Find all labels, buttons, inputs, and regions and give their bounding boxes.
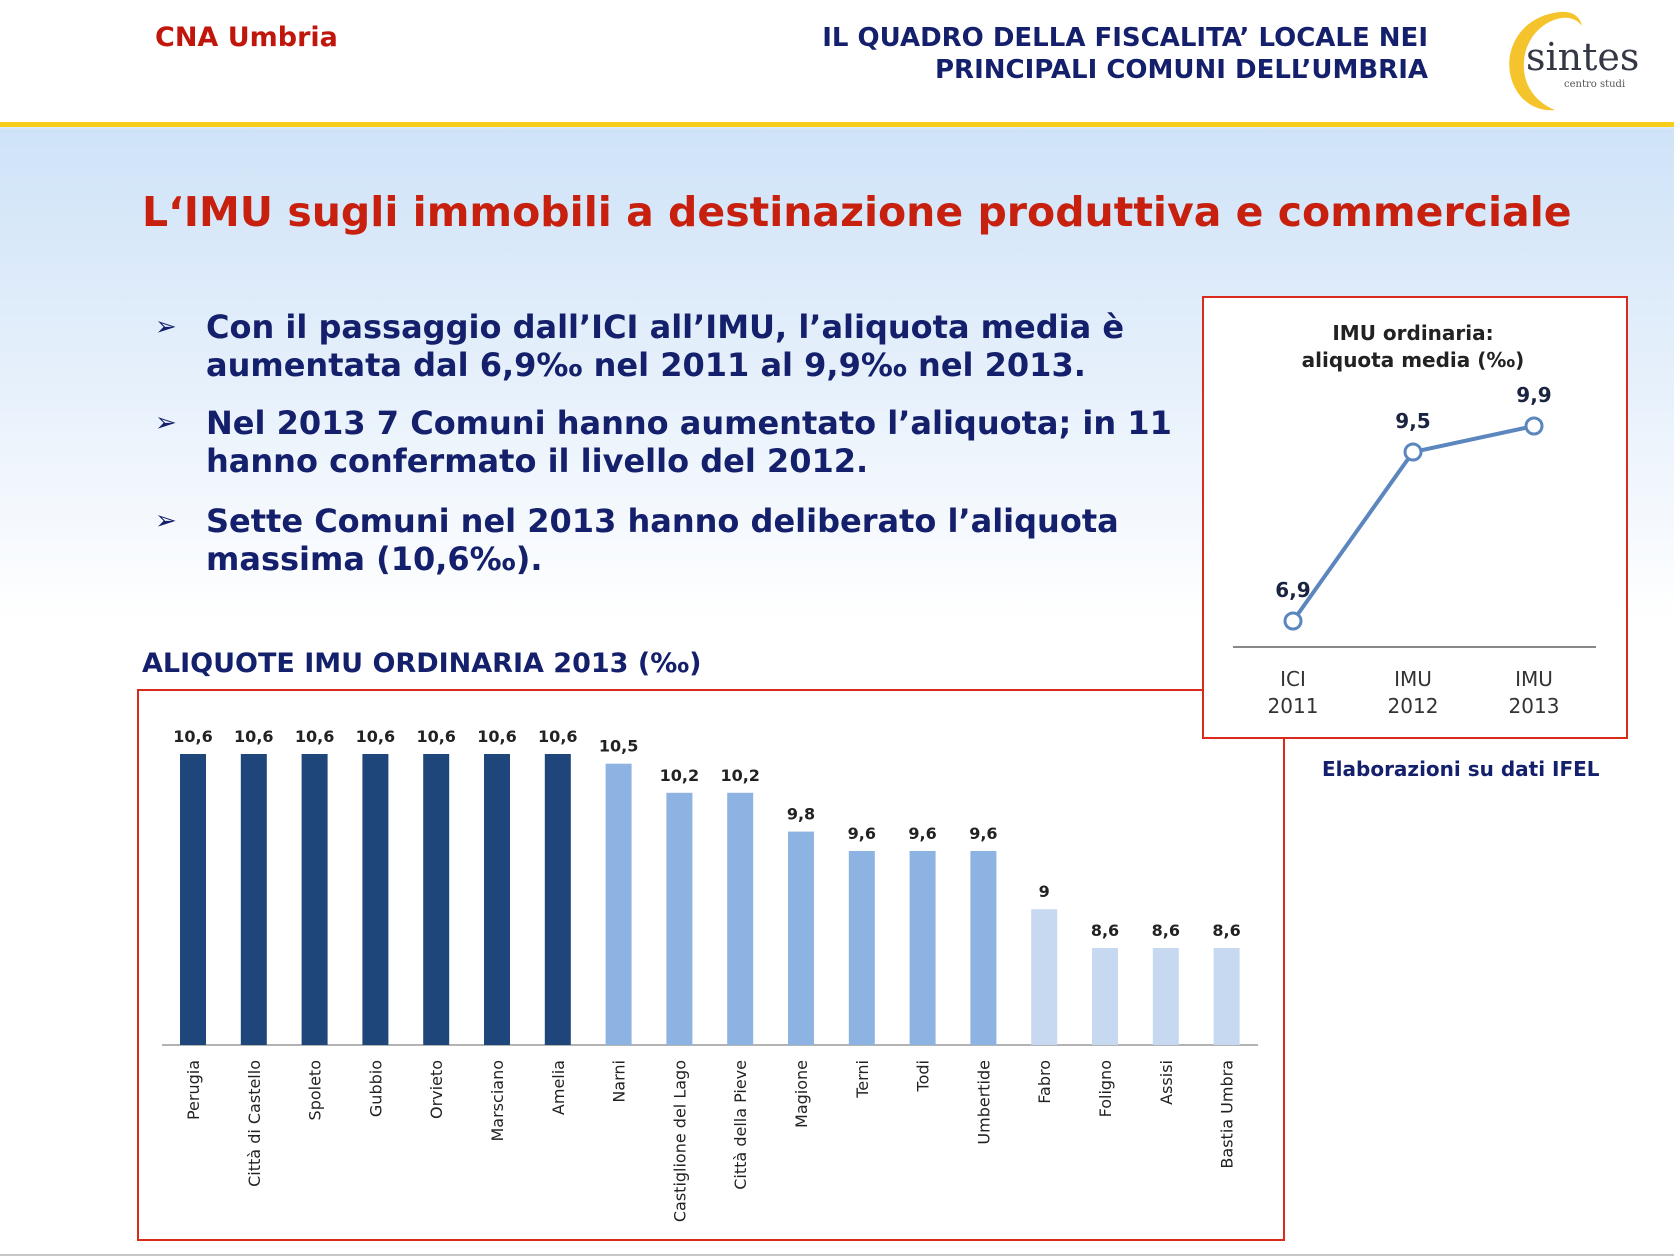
data-label: 10,6: [356, 727, 395, 746]
bar-chart-title: ALIQUOTE IMU ORDINARIA 2013 (‰): [142, 648, 702, 679]
bar: [1092, 948, 1118, 1045]
bullet-text: Sette Comuni nel 2013 hanno deliberato l…: [206, 502, 1119, 578]
category-label: Fabro: [1035, 1060, 1054, 1104]
bar: [666, 792, 693, 1045]
header-title: IL QUADRO DELLA FISCALITA’ LOCALE NEI PR…: [822, 22, 1428, 86]
data-label: 9,9: [1516, 383, 1551, 407]
category-label: Marsciano: [488, 1060, 507, 1142]
svg-text:sintesi: sintesi: [1526, 35, 1640, 79]
svg-text:centro studi: centro studi: [1564, 79, 1625, 90]
arrow-bullet-icon: ➢: [155, 312, 177, 342]
header-divider: [0, 122, 1674, 127]
data-label: 9: [1039, 882, 1050, 901]
data-label: 6,9: [1275, 578, 1310, 602]
bar: [484, 754, 510, 1045]
category-label: Foligno: [1096, 1060, 1115, 1117]
category-label: Terni: [853, 1060, 872, 1099]
category-label: IMU: [1515, 667, 1553, 691]
line-chart-subtitle: aliquota media (‰): [1302, 348, 1525, 372]
data-label: 10,5: [599, 737, 638, 756]
bullet-text: Con il passaggio dall’ICI all’IMU, l’ali…: [206, 308, 1125, 384]
data-label: 10,2: [720, 766, 759, 785]
bar: [423, 754, 450, 1045]
category-label: Perugia: [184, 1060, 203, 1120]
category-label: Assisi: [1157, 1060, 1176, 1105]
header-title-line2: PRINCIPALI COMUNI DELL’UMBRIA: [935, 55, 1428, 85]
category-label: Todi: [914, 1060, 933, 1092]
data-label: 8,6: [1152, 921, 1180, 940]
line-chart-title: IMU ordinaria:: [1332, 321, 1493, 345]
category-label: Umbertide: [974, 1060, 993, 1145]
arrow-bullet-icon: ➢: [155, 408, 177, 438]
footer-divider: [0, 1254, 1674, 1256]
slide-title: L‘IMU sugli immobili a destinazione prod…: [142, 188, 1572, 236]
data-label: 9,6: [969, 824, 997, 843]
bar: [544, 754, 571, 1045]
data-label: 10,6: [477, 727, 516, 746]
data-label: 10,6: [173, 727, 212, 746]
data-label: 9,8: [787, 805, 815, 824]
category-label: Amelia: [549, 1060, 568, 1115]
data-label: 9,6: [848, 824, 876, 843]
bar: [605, 763, 632, 1045]
data-label: 8,6: [1091, 921, 1119, 940]
category-label: 2011: [1268, 694, 1319, 718]
category-label: ICI: [1280, 667, 1306, 691]
bar: [909, 851, 936, 1045]
category-label: 2013: [1509, 694, 1560, 718]
data-label: 9,6: [908, 824, 936, 843]
sintesi-logo: sintesi centro studi: [1509, 11, 1640, 111]
bar: [788, 831, 814, 1045]
data-label: 10,2: [660, 766, 699, 785]
category-label: Città di Castello: [245, 1060, 264, 1187]
data-point: [1524, 416, 1544, 436]
data-label: 8,6: [1212, 921, 1240, 940]
data-label: 10,6: [295, 727, 334, 746]
bar: [970, 851, 997, 1045]
header-title-line1: IL QUADRO DELLA FISCALITA’ LOCALE NEI: [822, 23, 1428, 53]
data-label: 10,6: [234, 727, 273, 746]
bullet-text: Nel 2013 7 Comuni hanno aumentato l’aliq…: [206, 404, 1172, 480]
arrow-bullet-icon: ➢: [155, 506, 177, 536]
data-point: [1403, 442, 1423, 462]
bar: [848, 851, 875, 1045]
bar: [180, 754, 206, 1045]
data-label: 9,5: [1395, 409, 1430, 433]
source-note: Elaborazioni su dati IFEL: [1322, 757, 1600, 781]
category-label: Narni: [610, 1060, 629, 1103]
category-label: Gubbio: [366, 1060, 385, 1117]
org-name: CNA Umbria: [155, 22, 338, 53]
connector-line: [1283, 737, 1285, 767]
category-label: IMU: [1394, 667, 1432, 691]
category-label: Castiglione del Lago: [670, 1060, 689, 1222]
data-label: 10,6: [416, 727, 455, 746]
bar: [727, 792, 754, 1045]
bar: [1152, 948, 1179, 1045]
category-label: Orvieto: [427, 1060, 446, 1119]
bar: [240, 754, 267, 1045]
bar: [301, 754, 328, 1045]
category-label: Spoleto: [306, 1060, 325, 1120]
line-chart-frame: [1202, 296, 1628, 739]
category-label: Magione: [792, 1060, 811, 1128]
bar: [1213, 948, 1240, 1045]
category-label: Città della Pieve: [731, 1060, 750, 1190]
data-label: 10,6: [538, 727, 577, 746]
category-label: 2012: [1388, 694, 1439, 718]
bar: [1031, 909, 1058, 1045]
bar: [362, 754, 389, 1045]
category-label: Bastia Umbra: [1218, 1060, 1237, 1169]
data-point: [1283, 611, 1303, 631]
